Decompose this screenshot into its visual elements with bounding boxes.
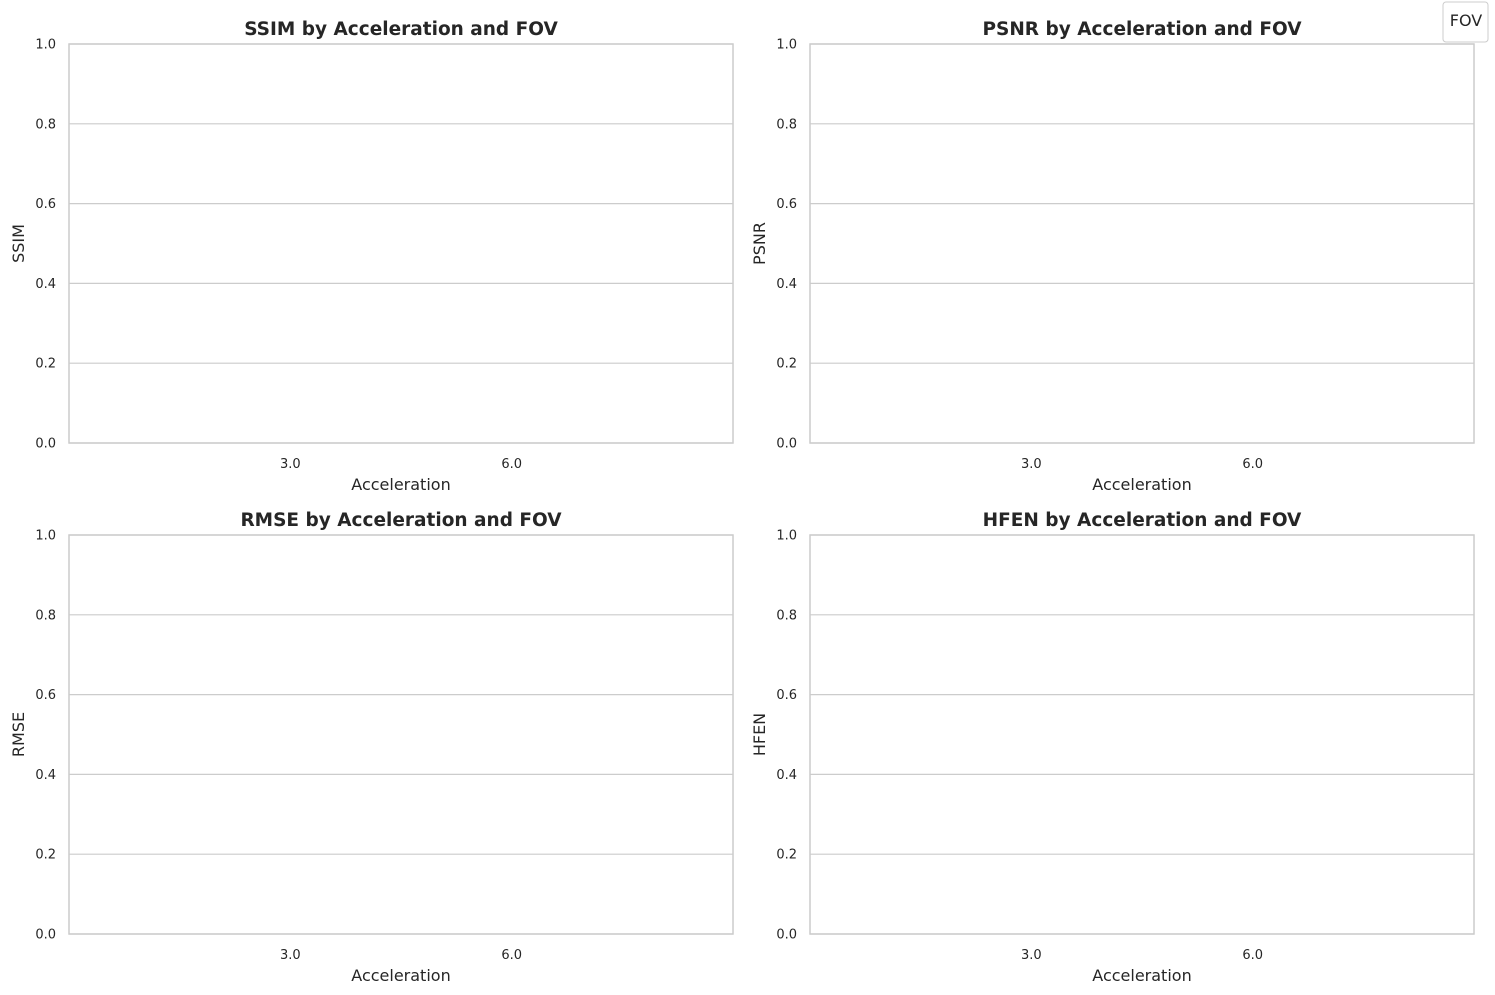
y-tick-label: 1.0 [776,38,797,53]
x-tick-label: 3.0 [1021,948,1042,963]
x-axis-label: Acceleration [1092,475,1191,494]
y-tick-label: 0.2 [35,357,56,372]
legend: FOV [1442,1,1489,43]
y-tick-label: 0.4 [776,768,797,783]
y-tick-label: 0.8 [776,117,797,132]
y-tick-label: 0.4 [35,277,56,292]
x-tick-label: 3.0 [280,457,301,472]
plot-area [810,535,1474,934]
y-tick-label: 0.0 [776,437,797,452]
plot-area [69,44,733,443]
y-tick-label: 1.0 [35,529,56,544]
plot-area [69,535,733,934]
legend-title: FOV [1450,11,1483,30]
plot-area [810,44,1474,443]
y-tick-label: 0.0 [35,437,56,452]
y-axis-label: SSIM [9,224,28,263]
x-axis-label: Acceleration [351,475,450,494]
y-tick-label: 0.8 [776,608,797,623]
y-tick-label: 0.8 [35,608,56,623]
y-tick-label: 0.6 [35,688,56,703]
axes-frame [68,534,734,935]
axes-frame [68,43,734,444]
y-tick-label: 0.2 [776,357,797,372]
y-tick-label: 0.0 [35,928,56,943]
y-axis-label: PSNR [750,222,769,265]
y-axis-label: RMSE [9,712,28,757]
chart-panel-3: 0.0 0.2 0.4 0.6 0.8 1.0 3.0 6.0 RMSE by Accelera… [9,510,734,985]
y-tick-label: 0.2 [776,848,797,863]
x-tick-label: 6.0 [1242,457,1263,472]
axes-frame [809,534,1475,935]
y-tick-label: 0.4 [35,768,56,783]
chart-panel-2: 0.0 0.2 0.4 0.6 0.8 1.0 3.0 6.0 PSNR by Accelera… [750,19,1475,494]
x-tick-label: 6.0 [1242,948,1263,963]
chart-title: PSNR by Acceleration and FOV [982,19,1302,40]
x-axis-label: Acceleration [1092,966,1191,985]
y-tick-label: 0.8 [35,117,56,132]
x-tick-label: 6.0 [501,457,522,472]
x-tick-label: 3.0 [1021,457,1042,472]
y-tick-label: 1.0 [776,529,797,544]
chart-panel-1: 0.0 0.2 0.4 0.6 0.8 1.0 3.0 6.0 SSIM by Accelera… [9,19,734,494]
y-tick-label: 0.6 [35,197,56,212]
x-tick-label: 3.0 [280,948,301,963]
y-tick-label: 0.6 [776,688,797,703]
y-tick-label: 0.0 [776,928,797,943]
y-tick-label: 0.4 [776,277,797,292]
x-axis-label: Acceleration [351,966,450,985]
legend-frame [1442,1,1489,43]
chart-title: RMSE by Acceleration and FOV [240,510,562,531]
y-tick-label: 0.6 [776,197,797,212]
y-tick-label: 0.2 [35,848,56,863]
chart-title: HFEN by Acceleration and FOV [983,510,1302,531]
chart-title: SSIM by Acceleration and FOV [244,19,558,40]
x-tick-label: 6.0 [501,948,522,963]
y-axis-label: HFEN [750,713,769,756]
axes-frame [809,43,1475,444]
y-tick-label: 1.0 [35,38,56,53]
chart-panel-4: 0.0 0.2 0.4 0.6 0.8 1.0 3.0 6.0 HFEN by Accelera… [750,510,1475,985]
